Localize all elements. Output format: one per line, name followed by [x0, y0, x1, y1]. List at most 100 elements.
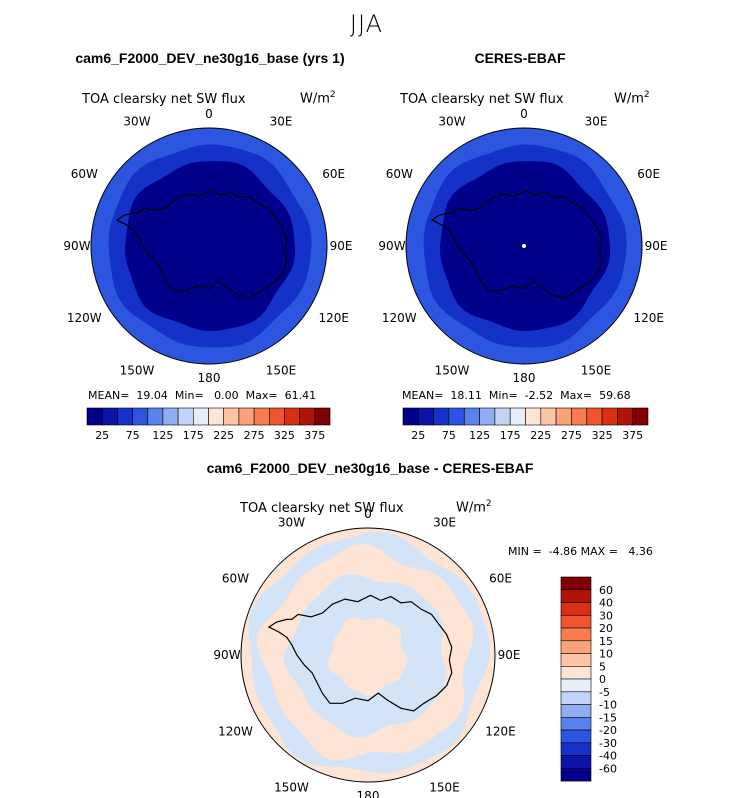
diff-min-label: MIN = [508, 545, 542, 558]
obs-lon-label: 90W [378, 239, 405, 253]
diff-colorbar-box [560, 640, 592, 654]
diff-units: W/m2 [456, 499, 492, 516]
diff-colorbar-tick: 10 [599, 648, 613, 661]
diff-colorbar-box [560, 665, 592, 680]
model-lon-label: 30E [270, 114, 293, 128]
obs-colorbar-tick: 75 [442, 429, 456, 442]
diff-coastline [267, 594, 453, 712]
diff-colorbar-tick: 15 [599, 635, 613, 648]
obs-colorbar-tick: 375 [622, 429, 643, 442]
obs-mean-value: 18.11 [450, 389, 482, 402]
diff-colorbar-box [560, 589, 592, 603]
model-max-label: Max= [245, 389, 278, 402]
model-min-label: Min= [174, 389, 204, 402]
diff-colorbar-box [560, 704, 592, 718]
obs-lon-label: 150E [581, 364, 612, 378]
model-lon-label: 180 [198, 371, 221, 385]
diff-colorbar-tick: -30 [599, 737, 617, 750]
diff-lon-label: 30E [433, 516, 456, 530]
obs-lon-label: 150W [435, 364, 470, 378]
diff-colorbar-tick: 0 [599, 673, 606, 686]
model-mean-label: MEAN= [88, 389, 130, 402]
obs-max-label: Max= [560, 389, 593, 402]
obs-panel-title: CERES-EBAF [474, 50, 566, 66]
diff-colorbar-tick: -20 [599, 724, 617, 737]
obs-stats: MEAN= 18.11 Min= -2.52 Max= 59.68 [402, 389, 631, 402]
diff-colorbar-tick: 60 [599, 584, 613, 597]
model-lon-label: 60E [322, 167, 345, 181]
diff-lon-label: 150E [429, 781, 460, 795]
obs-colorbar-tick: 25 [411, 429, 425, 442]
obs-map-border [405, 127, 643, 365]
model-max-value: 61.41 [284, 389, 317, 402]
diff-lon-label: 120E [485, 725, 516, 739]
model-coastline [115, 189, 288, 299]
obs-colorbar-tick: 325 [592, 429, 613, 442]
obs-min-value: -2.52 [524, 389, 554, 402]
model-lon-label: 60W [71, 167, 98, 181]
obs-max-value: 59.68 [599, 389, 631, 402]
diff-lon-label: 180 [357, 789, 380, 798]
model-inner-region [125, 161, 295, 332]
obs-units: W/m2 [614, 90, 650, 107]
model-colorbar-tick: 25 [95, 429, 109, 442]
model-lon-label: 90E [330, 239, 353, 253]
diff-lon-label: 150W [274, 781, 309, 795]
obs-lon-label: 180 [513, 371, 536, 385]
diff-colorbar-box [560, 602, 592, 616]
model-colorbar-box [314, 407, 331, 426]
obs-coastline [430, 189, 603, 299]
model-lon-label: 30W [123, 114, 150, 128]
obs-lon-label: 0 [520, 107, 528, 121]
model-colorbar-tick: 75 [126, 429, 140, 442]
model-panel-title: cam6_F2000_DEV_ne30g16_base (yrs 1) [75, 50, 345, 66]
obs-lon-label: 120E [633, 311, 664, 325]
model-lon-label: 150W [120, 364, 155, 378]
season-title: JJA [349, 10, 384, 38]
diff-positive-core [327, 617, 408, 697]
diff-lon-label: 90E [498, 648, 521, 662]
obs-lon-label: 60E [637, 167, 660, 181]
diff-colorbar-box [560, 755, 592, 769]
diff-colorbar-box [560, 678, 592, 693]
diff-lon-label: 60W [222, 572, 249, 586]
obs-lon-label: 120W [382, 311, 417, 325]
model-lon-label: 90W [63, 239, 90, 253]
diff-colorbar-tick: -15 [599, 711, 617, 724]
diff-colorbar-box [560, 742, 592, 756]
diff-panel-title: cam6_F2000_DEV_ne30g16_base - CERES-EBAF [206, 460, 534, 476]
obs-variable-title: TOA clearsky net SW flux [400, 92, 564, 107]
model-variable-title: TOA clearsky net SW flux [82, 92, 246, 107]
diff-colorbar-box [560, 653, 592, 667]
diff-max-label: MAX = [580, 545, 618, 558]
model-stats: MEAN= 19.04 Min= 0.00 Max= 61.41 [88, 389, 316, 402]
diff-map-border [240, 527, 496, 783]
diff-colorbar-box [560, 729, 592, 744]
diff-lon-label: 90W [213, 648, 240, 662]
diff-minmax: MIN = -4.86 MAX = 4.36 [508, 545, 653, 558]
model-colorbar-tick: 325 [274, 429, 295, 442]
obs-lon-label: 30E [585, 114, 608, 128]
obs-colorbar-tick: 175 [500, 429, 521, 442]
obs-colorbar-tick: 275 [561, 429, 582, 442]
diff-lon-label: 60E [489, 572, 512, 586]
diff-variable-title: TOA clearsky net SW flux [240, 501, 404, 516]
diff-colorbar-box [560, 576, 592, 591]
model-colorbar-tick: 125 [152, 429, 173, 442]
model-lon-label: 120E [318, 311, 349, 325]
model-colorbar-tick: 225 [213, 429, 234, 442]
diff-colorbar-box [560, 716, 592, 731]
diff-colorbar-box [560, 691, 592, 705]
obs-mean-label: MEAN= [402, 389, 444, 402]
diff-max-value: 4.36 [628, 545, 653, 558]
obs-lon-label: 90E [645, 239, 668, 253]
model-lon-label: 0 [205, 107, 213, 121]
diff-colorbar-tick: -40 [599, 750, 617, 763]
model-map-border [90, 127, 328, 365]
